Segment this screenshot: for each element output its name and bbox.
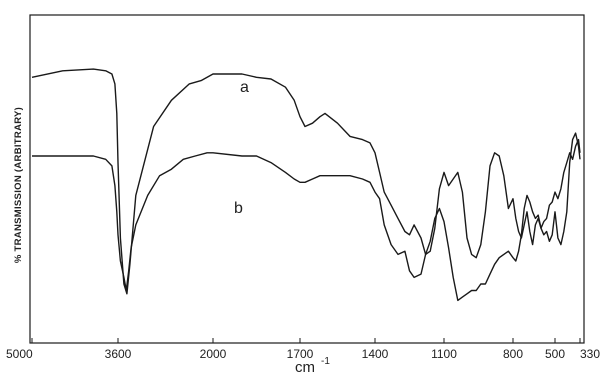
y-axis-label: % TRANSMISSION (ARBITRARY) (13, 107, 24, 263)
x-tick-label: 3600 (105, 347, 132, 361)
x-tick-label: 1100 (431, 347, 457, 361)
x-axis-unit-exponent: -1 (321, 356, 330, 367)
x-tick-label: 5000 (6, 347, 33, 361)
plot-frame (29, 14, 585, 344)
x-tick-label: 2000 (200, 347, 227, 361)
x-tick-label: 500 (545, 347, 565, 361)
x-axis-tick-labels: 5000 3600 2000 1700 1400 1100 800 500 330 (6, 347, 600, 361)
x-tick-label: 330 (580, 347, 600, 361)
x-tick-label: 1700 (287, 347, 314, 361)
series-labels: ab (234, 79, 249, 217)
x-axis-unit: cm (295, 359, 315, 376)
series-layer (31, 68, 581, 302)
x-axis-ticks (31, 338, 581, 343)
series-label-a: a (240, 79, 249, 96)
x-tick-label: 800 (503, 347, 523, 361)
x-tick-label: 1400 (362, 347, 389, 361)
series-label-b: b (234, 200, 243, 217)
spectrum-line-b (32, 138, 581, 302)
